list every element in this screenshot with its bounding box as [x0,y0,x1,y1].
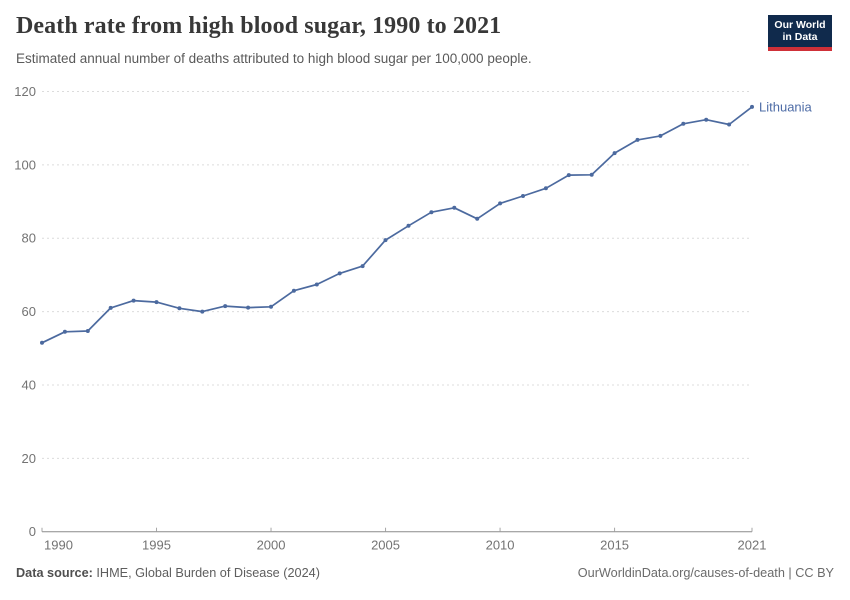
data-point-marker[interactable] [475,216,480,221]
data-point-marker[interactable] [612,151,617,156]
x-tick-label: 2010 [486,538,515,553]
data-point-marker[interactable] [223,304,228,309]
x-tick-label: 2005 [371,538,400,553]
data-source-text: IHME, Global Burden of Disease (2024) [96,566,320,580]
x-tick-label: 2021 [738,538,767,553]
data-point-marker[interactable] [269,304,273,309]
data-point-marker[interactable] [589,172,594,177]
data-point-marker[interactable] [681,121,686,126]
data-point-marker[interactable] [727,122,732,127]
data-point-marker[interactable] [452,205,457,210]
data-source-label: Data source: [16,566,93,580]
data-point-marker[interactable] [406,223,411,228]
data-point-marker[interactable] [750,104,754,109]
y-tick-label: 100 [14,157,36,172]
x-tick-label: 1995 [142,538,171,553]
y-tick-label: 40 [22,377,36,392]
owid-logo[interactable]: Our World in Data [768,15,832,51]
page-title: Death rate from high blood sugar, 1990 t… [16,13,502,39]
data-point-marker[interactable] [429,210,434,215]
data-point-marker[interactable] [704,117,709,122]
x-tick-label: 1990 [44,538,73,553]
y-tick-label: 20 [22,451,36,466]
data-point-marker[interactable] [62,329,67,334]
data-point-marker[interactable] [360,264,365,269]
data-point-marker[interactable] [383,238,388,243]
data-point-marker[interactable] [177,306,182,311]
data-point-marker[interactable] [291,288,296,293]
y-tick-label: 80 [22,231,36,246]
data-point-marker[interactable] [85,329,90,333]
data-point-marker[interactable] [543,186,548,191]
data-point-marker[interactable] [131,298,136,303]
data-point-marker[interactable] [337,271,342,276]
data-point-marker[interactable] [566,173,571,178]
data-point-marker[interactable] [521,194,525,198]
chart-subtitle: Estimated annual number of deaths attrib… [16,51,532,66]
data-point-marker[interactable] [154,300,159,305]
owid-logo-line1: Our World [774,19,826,31]
data-point-marker[interactable] [40,340,44,345]
data-point-marker[interactable] [314,282,319,287]
data-point-marker[interactable] [498,201,503,206]
footer-data-source: Data source: IHME, Global Burden of Dise… [16,566,320,580]
y-tick-label: 60 [22,304,36,319]
data-point-marker[interactable] [246,305,251,310]
series-line[interactable] [41,106,753,344]
data-point-marker[interactable] [658,133,663,138]
data-point-marker[interactable] [635,137,640,142]
x-tick-label: 2000 [257,538,286,553]
footer-credit-link[interactable]: OurWorldinData.org/causes-of-death | CC … [577,566,834,580]
y-tick-label: 120 [14,84,36,99]
y-tick-label: 0 [29,524,36,539]
line-chart[interactable]: 0 20 40 60 80 100 120 1990 1995 2000 2005 2010 2015 2… [0,80,850,560]
owid-logo-line2: in Data [782,31,818,43]
data-point-marker[interactable] [108,305,113,310]
data-point-marker[interactable] [200,309,205,314]
entity-label[interactable]: Lithuania [759,99,813,114]
x-tick-label: 2015 [600,538,629,553]
